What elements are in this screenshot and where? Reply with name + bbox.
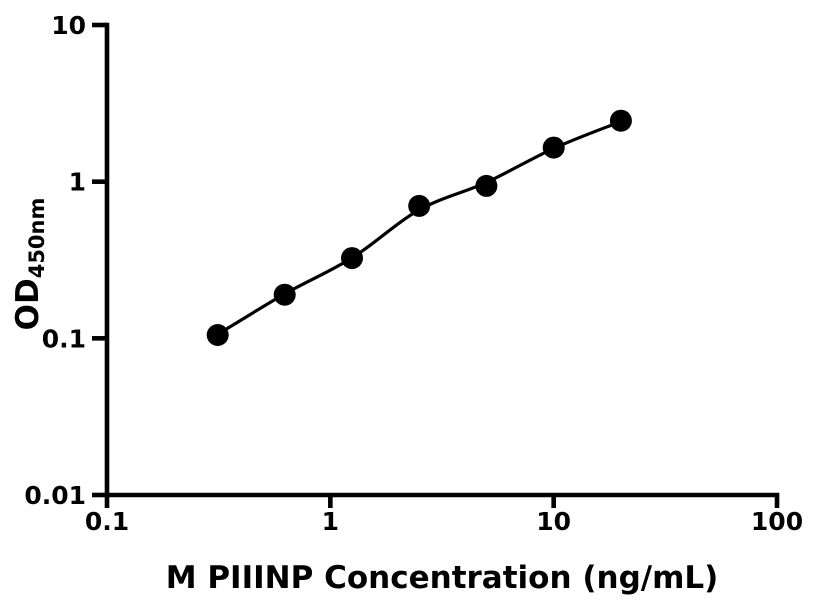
y-tick-label: 0.01 <box>24 481 86 510</box>
data-point <box>408 194 431 217</box>
y-axis-title-subscript: 450nm <box>25 197 49 279</box>
x-tick-label: 10 <box>536 507 571 536</box>
data-point <box>609 109 632 132</box>
y-tick-label: 10 <box>51 11 86 40</box>
x-tick-label: 100 <box>751 507 803 536</box>
x-axis-title: M PIIINP Concentration (ng/mL) <box>165 560 719 596</box>
data-point <box>341 247 363 270</box>
data-point <box>273 283 296 306</box>
y-axis-title: OD450nm <box>10 197 49 331</box>
data-point <box>542 136 565 159</box>
data-point <box>206 324 229 346</box>
y-tick-label: 0.1 <box>42 324 86 353</box>
y-tick-label: 1 <box>69 168 86 197</box>
x-tick-label: 0.1 <box>85 507 129 536</box>
x-tick-label: 1 <box>322 507 339 536</box>
y-axis-title-text: OD <box>10 278 46 331</box>
data-point <box>475 174 498 197</box>
